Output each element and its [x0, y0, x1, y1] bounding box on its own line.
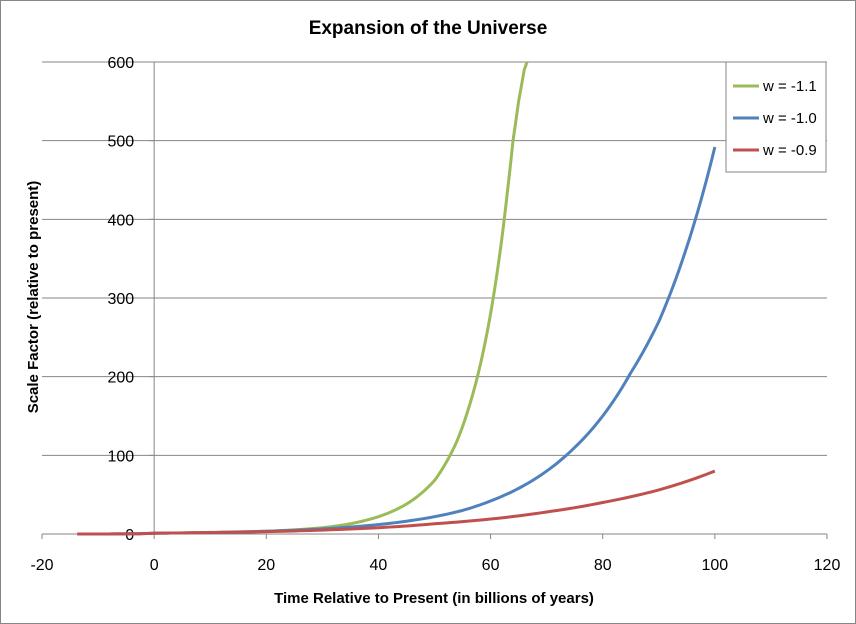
series-line-2	[77, 146, 717, 536]
axes	[41, 61, 828, 539]
x-tick-label: 100	[702, 557, 729, 574]
y-tick-label: 100	[107, 448, 134, 465]
y-axis-title: Scale Factor (relative to present)	[25, 181, 42, 414]
y-tick-label: 300	[107, 291, 134, 308]
legend: w = -1.1 w = -1.0 w = -0.9	[725, 61, 827, 173]
legend-label-1: w = -1.1	[762, 78, 817, 95]
series-lines	[77, 61, 717, 536]
chart-title: Expansion of the Universe	[309, 18, 548, 39]
x-tick-labels: -20 0 20 40 60 80 100 120	[30, 557, 840, 574]
y-tick-labels: 0 100 200 300 400 500 600	[107, 55, 134, 544]
x-tick-label: 120	[814, 557, 841, 574]
legend-label-3: w = -0.9	[762, 142, 817, 159]
x-tick-label: 80	[594, 557, 612, 574]
gridlines	[42, 61, 827, 456]
y-tick-label: 500	[107, 134, 134, 151]
x-tick-label: 40	[370, 557, 388, 574]
x-tick-label: -20	[30, 557, 53, 574]
y-tick-label: 0	[125, 527, 134, 544]
x-tick-label: 60	[482, 557, 500, 574]
legend-items: w = -1.1 w = -1.0 w = -0.9	[733, 78, 817, 159]
y-tick-label: 400	[107, 212, 134, 229]
x-tick-label: 20	[257, 557, 275, 574]
series-line-3	[77, 469, 716, 536]
x-axis-title: Time Relative to Present (in billions of…	[274, 590, 594, 607]
legend-label-2: w = -1.0	[762, 110, 817, 127]
y-tick-label: 600	[107, 55, 134, 72]
y-tick-label: 200	[107, 370, 134, 387]
x-tick-label: 0	[150, 557, 159, 574]
